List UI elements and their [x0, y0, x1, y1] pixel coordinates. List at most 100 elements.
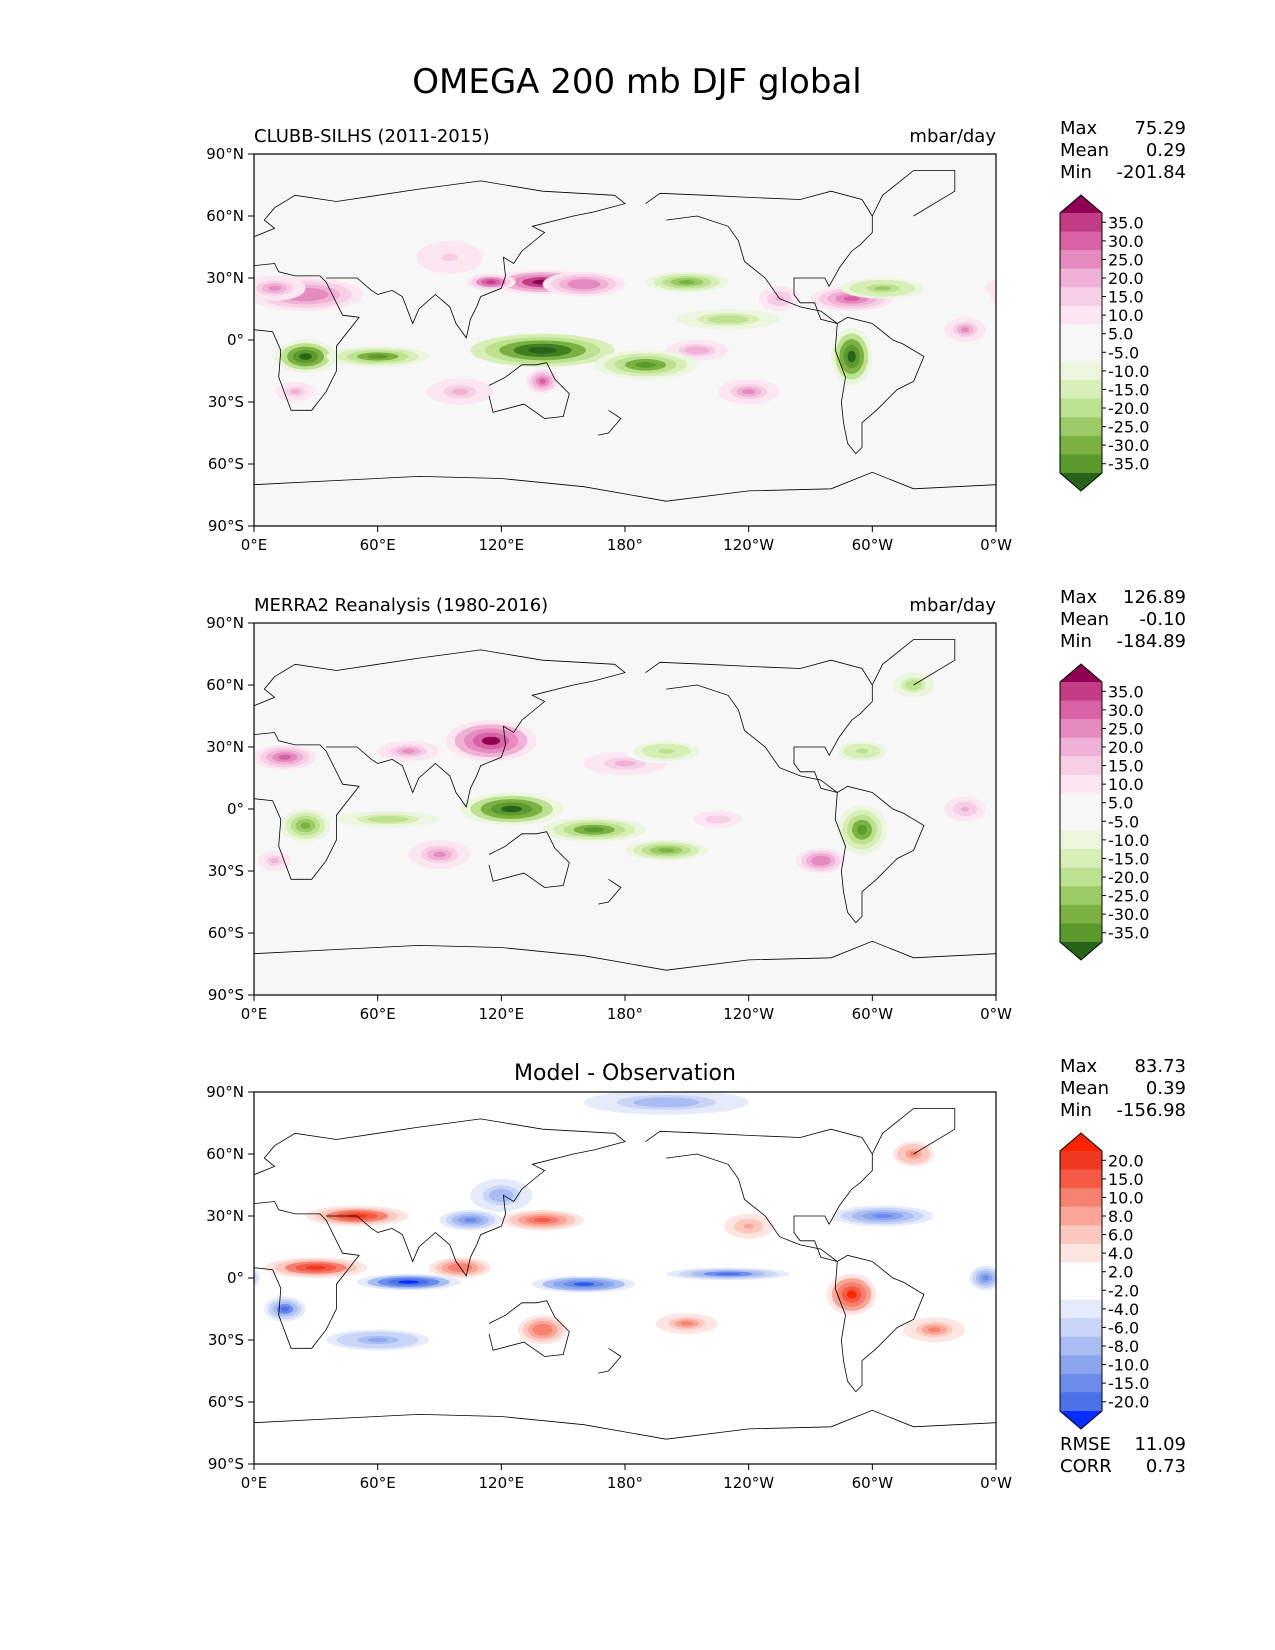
colorbar-label: 5.0: [1108, 325, 1133, 344]
stat-label: Min: [1060, 631, 1092, 652]
colorbar-bin: [1060, 886, 1102, 906]
x-tick-label: 120°E: [479, 536, 525, 554]
colorbar-label: -20.0: [1108, 1393, 1149, 1412]
colorbar-label: -30.0: [1108, 436, 1149, 455]
stat-label: Mean: [1060, 609, 1109, 630]
y-tick-label: 60°N: [206, 207, 244, 225]
field-contour: [367, 1337, 389, 1343]
x-tick-label: 0°W: [980, 536, 1012, 554]
colorbar-bin: [1060, 849, 1102, 869]
x-tick-label: 120°E: [479, 1474, 525, 1492]
coastline: [254, 180, 626, 339]
colorbar-bin: [1060, 904, 1102, 925]
map-background: [254, 154, 996, 526]
colorbar-bin: [1060, 1169, 1102, 1189]
field-feature: [903, 1317, 966, 1343]
stat-label: Mean: [1060, 1078, 1109, 1099]
field-feature: [470, 1178, 533, 1212]
field-contour: [715, 1272, 741, 1276]
stat-value: 83.73: [1134, 1056, 1186, 1077]
field-contour: [495, 1192, 508, 1199]
colorbar-label: 35.0: [1108, 682, 1144, 701]
field-feature: [583, 1092, 749, 1115]
colorbar-label: 30.0: [1108, 232, 1144, 251]
field-contour: [305, 1265, 327, 1270]
colorbar: 35.030.025.020.015.010.05.0-5.0-10.0-15.…: [1059, 663, 1149, 961]
colorbar-bin: [1060, 287, 1102, 307]
field-contour: [290, 389, 301, 395]
colorbar-label: 15.0: [1108, 1170, 1144, 1189]
field-contour: [690, 348, 704, 353]
coastline: [598, 878, 622, 905]
x-tick-label: 120°W: [723, 1005, 774, 1023]
field-contour: [985, 279, 996, 298]
field-contour: [815, 858, 826, 864]
field-feature: [470, 333, 615, 367]
colorbar-extend-min: [1060, 473, 1102, 491]
colorbar-bin: [1060, 923, 1102, 943]
x-tick-label: 60°E: [360, 1005, 396, 1023]
field-contour: [658, 848, 675, 853]
colorbar-extend-max: [1060, 1133, 1102, 1151]
colorbar-label: 25.0: [1108, 719, 1144, 738]
colorbar-label: 20.0: [1108, 269, 1144, 288]
colorbar-extend-min: [1060, 942, 1102, 960]
field-contour: [441, 253, 458, 262]
colorbar-bin: [1060, 793, 1102, 813]
panel-reference: 0°E 60°E 120°E 180° 120°W 60°W 0°W 90°N 60°N 30°N…: [206, 587, 1186, 1023]
field-contour: [377, 817, 399, 821]
field-feature: [594, 350, 698, 380]
field-feature: [944, 796, 986, 822]
colorbar-bin: [1060, 1355, 1102, 1375]
x-tick-label: 0°W: [980, 1474, 1012, 1492]
colorbar-bin: [1060, 1151, 1102, 1171]
field-contour: [874, 286, 891, 291]
field-contour: [268, 285, 281, 291]
colorbar-label: -20.0: [1108, 399, 1149, 418]
field-feature: [542, 271, 625, 297]
field-feature: [357, 1273, 461, 1291]
stat-value: 0.29: [1146, 140, 1186, 161]
field-contour: [742, 389, 755, 395]
colorbar-bin: [1060, 1299, 1102, 1319]
colorbar-label: -5.0: [1108, 812, 1139, 831]
colorbar-label: 10.0: [1108, 1188, 1144, 1207]
panel-center-title: Model - Observation: [514, 1061, 736, 1086]
y-tick-label: 0°: [227, 800, 244, 818]
y-tick-label: 90°N: [206, 145, 244, 163]
y-tick-label: 30°N: [206, 738, 244, 756]
colorbar-bin: [1060, 1188, 1102, 1208]
x-tick-label: 120°W: [723, 1474, 774, 1492]
coastline: [645, 190, 925, 455]
x-tick-label: 60°E: [360, 1474, 396, 1492]
field-feature: [666, 1267, 790, 1281]
field-feature: [460, 792, 564, 826]
y-tick-label: 90°N: [206, 1083, 244, 1101]
colorbar-bin: [1060, 737, 1102, 757]
colorbar-label: 15.0: [1108, 288, 1144, 307]
field-contour: [743, 1223, 754, 1229]
coastline: [871, 170, 956, 217]
field-feature: [408, 236, 491, 278]
x-tick-label: 120°W: [723, 536, 774, 554]
colorbar-label: -10.0: [1108, 831, 1149, 850]
coastlines: [254, 170, 996, 502]
field-feature: [264, 1257, 368, 1278]
field-feature: [625, 840, 708, 861]
colorbar-bin: [1060, 324, 1102, 344]
field-feature: [408, 840, 471, 869]
coastline: [254, 732, 360, 880]
x-tick-label: 0°E: [241, 536, 268, 554]
field-contour: [464, 1218, 477, 1223]
panel-test: 0°E 60°E 120°E 180° 120°W 60°W 0°W 90°N 60°N 30°N…: [206, 118, 1186, 554]
field-contour: [711, 817, 724, 822]
field-contour: [583, 827, 605, 833]
field-contour: [961, 806, 970, 812]
colorbar-label: -6.0: [1108, 1318, 1139, 1337]
map-field: [254, 154, 996, 526]
field-feature: [944, 317, 986, 343]
field-contour: [843, 296, 860, 302]
coastline: [645, 659, 925, 924]
colorbar-bin: [1060, 417, 1102, 437]
panel-left-title: CLUBB-SILHS (2011-2015): [254, 126, 490, 147]
